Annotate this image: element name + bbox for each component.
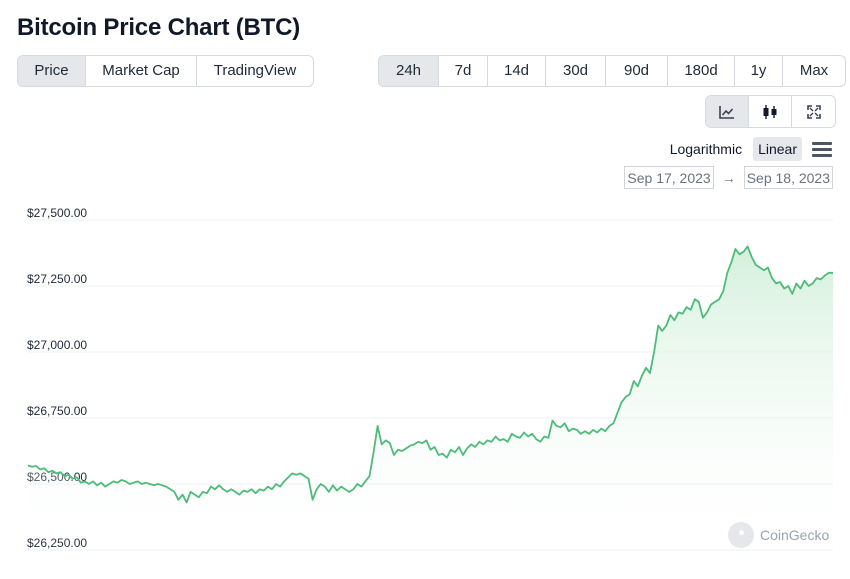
scale-logarithmic[interactable]: Logarithmic [669,141,743,157]
range-30d[interactable]: 30d [546,56,606,86]
view-tabs: Price Market Cap TradingView [17,55,314,87]
price-area [28,246,833,560]
coingecko-logo-icon [728,522,754,548]
range-7d[interactable]: 7d [439,56,488,86]
price-line [27,245,833,504]
date-to-input[interactable]: Sep 18, 2023 [743,166,833,189]
tab-tradingview[interactable]: TradingView [213,62,297,79]
y-tick-label: $27,500.00 [27,206,87,220]
tab-price[interactable]: Price [18,56,86,86]
candlestick-icon [763,104,777,119]
page-title: Bitcoin Price Chart (BTC) [17,14,301,41]
line-chart-icon [719,105,734,119]
candlestick-chart-button[interactable] [749,96,792,127]
arrow-right-icon: → [721,169,736,186]
fullscreen-button[interactable] [792,96,835,127]
range-90d[interactable]: 90d [606,56,668,86]
fullscreen-icon [806,104,821,119]
chart-type-buttons [705,95,836,128]
watermark-label: CoinGecko [760,527,830,543]
price-chart[interactable]: $26,250.00$26,500.00$26,750.00$27,000.00… [0,195,850,579]
y-tick-label: $26,750.00 [27,404,87,418]
line-chart-button[interactable] [706,96,749,127]
hamburger-menu-icon[interactable] [812,139,832,159]
range-180d[interactable]: 180d [668,56,735,86]
y-tick-label: $27,250.00 [27,272,87,286]
range-1y[interactable]: 1y [735,56,783,86]
time-range-tabs: 24h 7d 14d 30d 90d 180d 1y Max [378,55,846,87]
scale-linear[interactable]: Linear [753,137,802,161]
date-range: Sep 17, 2023 → Sep 18, 2023 [624,166,833,189]
tab-market-cap[interactable]: Market Cap [86,56,197,86]
range-24h[interactable]: 24h [379,56,439,86]
y-tick-label: $27,000.00 [27,338,87,352]
coingecko-watermark: CoinGecko [728,522,829,548]
scale-toggle: Logarithmic Linear [665,137,832,161]
range-max[interactable]: Max [799,62,829,79]
range-14d[interactable]: 14d [488,56,546,86]
date-from-input[interactable]: Sep 17, 2023 [624,166,714,189]
